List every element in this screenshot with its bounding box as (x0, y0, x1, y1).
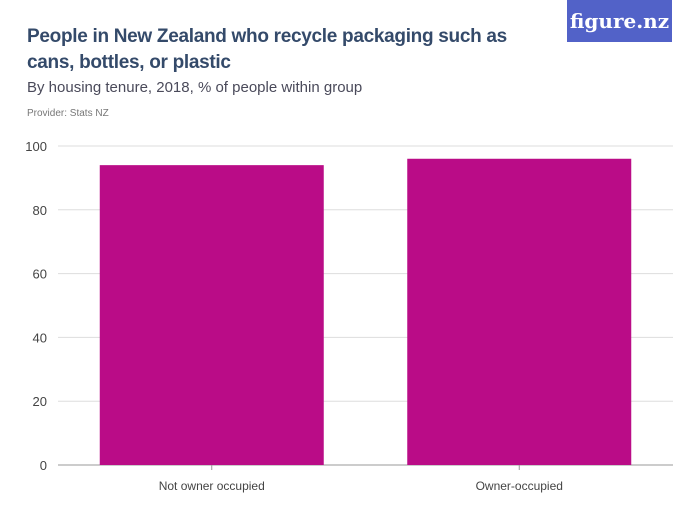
figure-nz-logo[interactable]: figure.nz (567, 0, 672, 42)
x-tick-label: Not owner occupied (159, 479, 265, 493)
bar (99, 165, 324, 465)
chart-title: People in New Zealand who recycle packag… (27, 26, 507, 73)
bar (407, 158, 632, 465)
y-tick-label: 60 (33, 267, 47, 282)
y-tick-label: 100 (25, 139, 47, 154)
x-tick-label: Owner-occupied (476, 479, 563, 493)
y-tick-label: 0 (40, 458, 47, 473)
chart-subtitle: By housing tenure, 2018, % of people wit… (27, 79, 363, 96)
y-tick-label: 40 (33, 330, 47, 345)
y-tick-label: 80 (33, 203, 47, 218)
y-tick-label: 20 (33, 394, 47, 409)
provider-label: Provider: Stats NZ (27, 108, 109, 119)
